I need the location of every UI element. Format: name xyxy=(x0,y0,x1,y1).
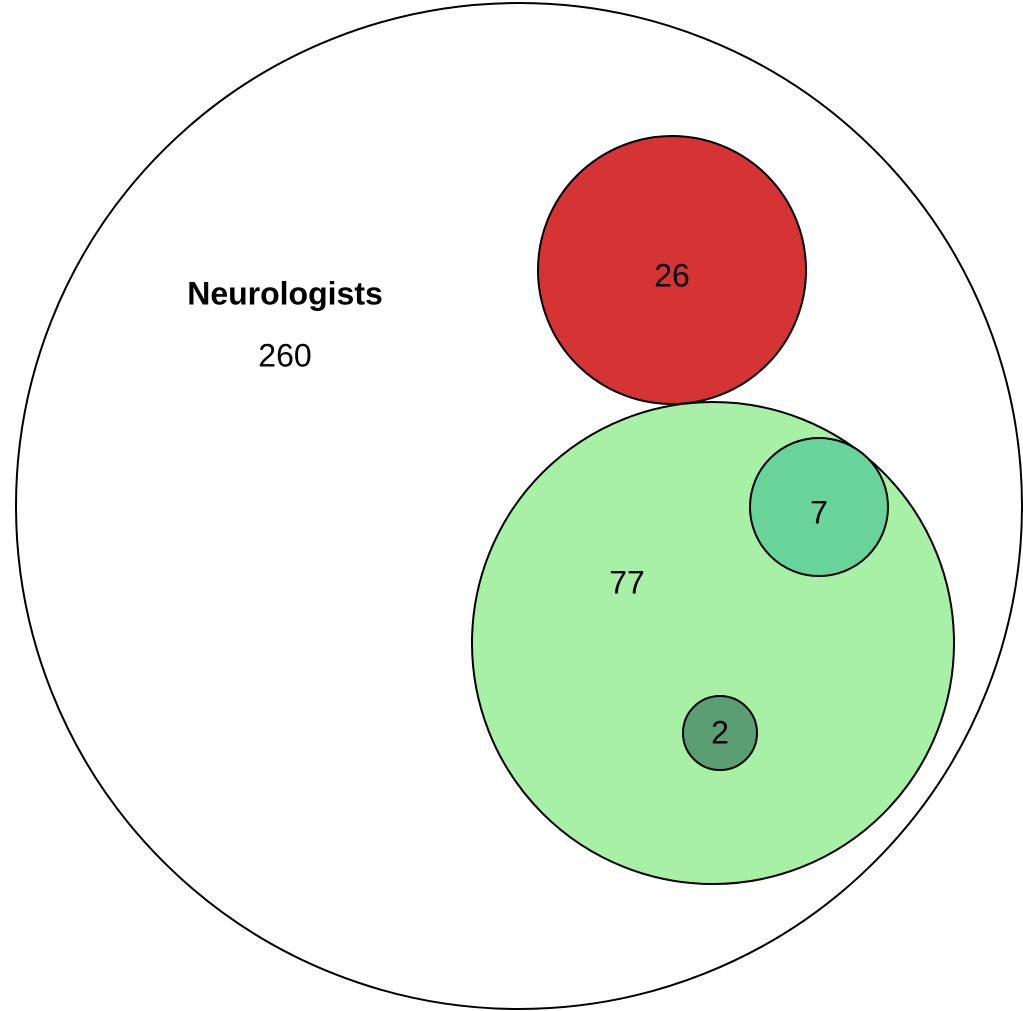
light-green-circle xyxy=(471,401,955,885)
set-label: Neurologists xyxy=(187,275,383,311)
set-count: 260 xyxy=(258,337,311,373)
medium-green-circle xyxy=(749,437,889,577)
set-count: 7 xyxy=(810,494,828,530)
set-count: 26 xyxy=(654,257,690,293)
red-circle xyxy=(537,135,807,405)
dark-green-circle xyxy=(682,695,758,771)
set-count: 77 xyxy=(609,564,645,600)
set-count: 2 xyxy=(711,714,729,750)
